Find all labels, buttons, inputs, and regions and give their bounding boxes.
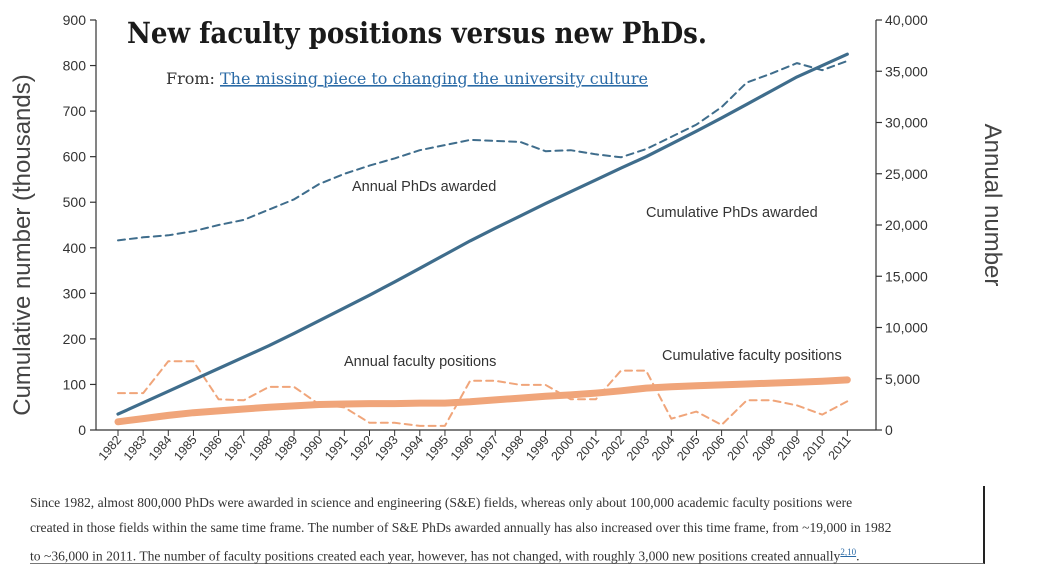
caption-line-text: to ~36,000 in 2011. The number of facult… [30, 548, 841, 564]
chart-title: New faculty positions versus new PhDs. [127, 16, 707, 50]
x-tick-label: 2005 [674, 433, 703, 463]
x-tick-label: 1983 [121, 433, 150, 463]
y-right-axis-label: Annual number [979, 124, 1006, 287]
x-tick-label: 1996 [448, 433, 477, 463]
x-tick-label: 1998 [498, 433, 527, 463]
y-right-tick-label: 40,000 [885, 12, 928, 28]
x-tick-label: 2001 [574, 433, 603, 463]
x-tick-label: 2004 [649, 433, 678, 463]
x-tick-label: 1993 [372, 433, 401, 463]
x-tick-label: 1997 [473, 433, 502, 463]
chart: New faculty positions versus new PhDs. F… [9, 12, 1006, 463]
x-tick-label: 1991 [322, 433, 351, 463]
y-left-tick-label: 600 [63, 149, 87, 165]
source-link[interactable]: The missing piece to changing the univer… [220, 69, 648, 88]
citation-link[interactable]: 2,10 [840, 547, 857, 557]
y-left-tick-label: 700 [63, 103, 87, 119]
x-tick-label: 2002 [599, 433, 628, 463]
x-tick-label: 1984 [146, 433, 175, 463]
x-tick-label: 2010 [800, 433, 829, 463]
series-lines [114, 52, 851, 427]
x-tick-label: 1989 [272, 433, 301, 463]
x-tick-label: 2000 [548, 433, 577, 463]
y-left-axis-label: Cumulative number (thousands) [9, 74, 36, 416]
x-tick-label: 2008 [750, 433, 779, 463]
caption-line: Since 1982, almost 800,000 PhDs were awa… [30, 495, 853, 510]
x-tick-label: 1988 [247, 433, 276, 463]
y-right-tick-label: 25,000 [885, 166, 928, 182]
y-left-tick-label: 0 [78, 422, 86, 438]
annotation-annual-faculty: Annual faculty positions [344, 354, 496, 370]
x-tick-label: 2007 [724, 433, 753, 463]
y-left-tick-label: 800 [63, 58, 87, 74]
y-left-tick-label: 300 [63, 285, 87, 301]
source-prefix: From: [166, 69, 215, 88]
x-tick-label: 1995 [423, 433, 452, 463]
x-tick-label: 2011 [826, 433, 854, 463]
annotation-annual-phds: Annual PhDs awarded [352, 179, 496, 195]
y-right-tick-label: 30,000 [885, 115, 928, 131]
x-tick-label: 1982 [96, 433, 125, 463]
y-left-tick-label: 200 [63, 331, 87, 347]
caption-line: created in those fields within the same … [30, 520, 892, 535]
y-right-tick-label: 0 [885, 422, 893, 438]
caption-line: to ~36,000 in 2011. The number of facult… [30, 540, 977, 569]
x-tick-label: 2009 [775, 433, 804, 463]
y-left-tick-label: 900 [63, 12, 87, 28]
x-tick-label: 1985 [171, 433, 200, 463]
y-right-tick-label: 10,000 [885, 320, 928, 336]
y-left-tick-label: 100 [63, 376, 87, 392]
x-tick-label: 2003 [624, 433, 653, 463]
x-tick-label: 1986 [196, 433, 225, 463]
y-left-tick-label: 400 [63, 240, 87, 256]
caption-end: . [856, 548, 860, 564]
x-tick-label: 1992 [347, 433, 376, 463]
x-tick-label: 1994 [397, 433, 426, 463]
y-left-tick-label: 500 [63, 194, 87, 210]
figure-caption: Since 1982, almost 800,000 PhDs were awa… [30, 486, 985, 564]
y-right-tick-label: 35,000 [885, 63, 928, 79]
cumulative-faculty-positions-line [114, 376, 851, 426]
x-tick-label: 1999 [523, 433, 552, 463]
y-right-tick-label: 20,000 [885, 217, 928, 233]
annual-faculty-positions-line [117, 360, 849, 427]
x-tick-label: 1990 [297, 433, 326, 463]
annotation-cumulative-faculty: Cumulative faculty positions [662, 348, 842, 364]
y-right-tick-label: 15,000 [885, 268, 928, 284]
x-tick-label: 2006 [699, 433, 728, 463]
annotation-cumulative-phds: Cumulative PhDs awarded [646, 205, 818, 221]
x-tick-label: 1987 [221, 433, 250, 463]
cumulative-phds-awarded-line [116, 52, 849, 416]
y-right-tick-label: 5,000 [885, 371, 920, 387]
annual-phds-awarded-line [117, 60, 849, 242]
